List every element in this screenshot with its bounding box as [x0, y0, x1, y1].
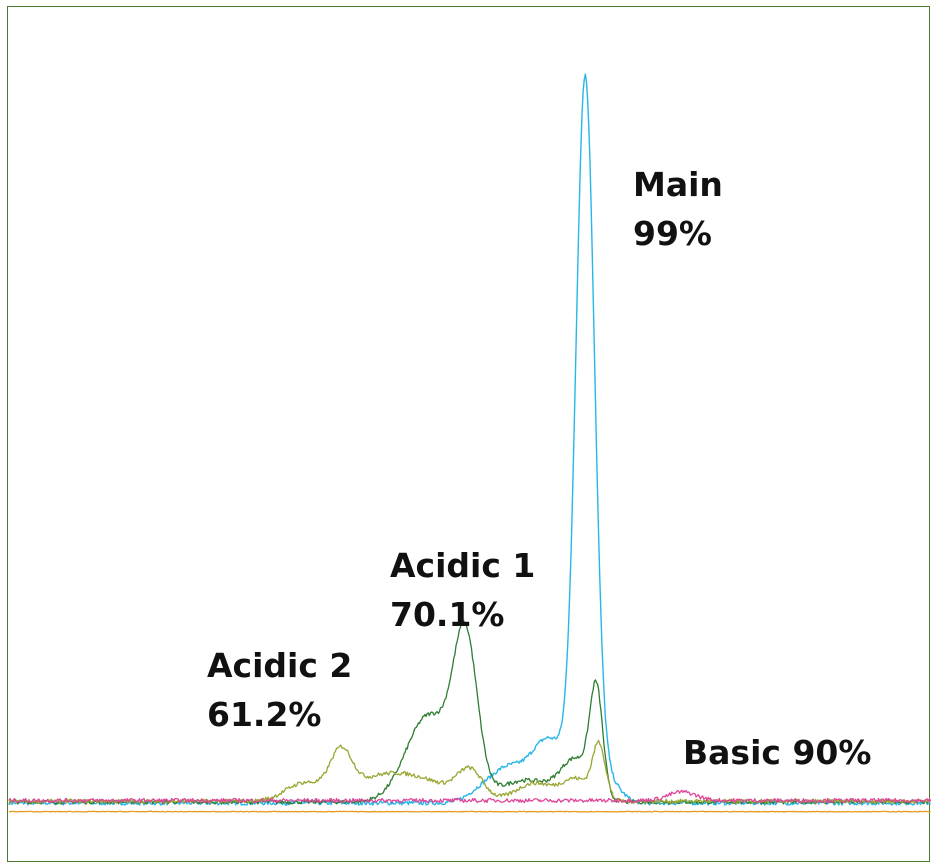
chart-frame	[7, 6, 930, 862]
annotation-main-value: 99%	[633, 214, 712, 253]
series-line-1	[8, 73, 931, 806]
annotation-acidic-2-value: 61.2%	[207, 695, 322, 734]
annotation-acidic-1-value: 70.1%	[390, 595, 505, 634]
annotation-acidic-1-name: Acidic 1	[390, 546, 536, 585]
series-layer	[8, 73, 932, 813]
annotation-main: Main 99%	[633, 160, 723, 258]
annotation-acidic-2: Acidic 2 61.2%	[207, 641, 352, 739]
series-line-5	[8, 810, 931, 813]
annotation-basic-value: 90%	[792, 733, 872, 772]
annotation-main-name: Main	[633, 165, 723, 204]
annotation-basic-text: Basic 90%	[683, 728, 871, 777]
annotation-acidic-2-name: Acidic 2	[207, 646, 353, 685]
annotation-acidic-1: Acidic 1 70.1%	[390, 541, 535, 639]
annotation-basic: Basic 90%	[683, 728, 871, 777]
series-line-4	[8, 789, 932, 804]
annotation-basic-name: Basic	[683, 733, 781, 772]
